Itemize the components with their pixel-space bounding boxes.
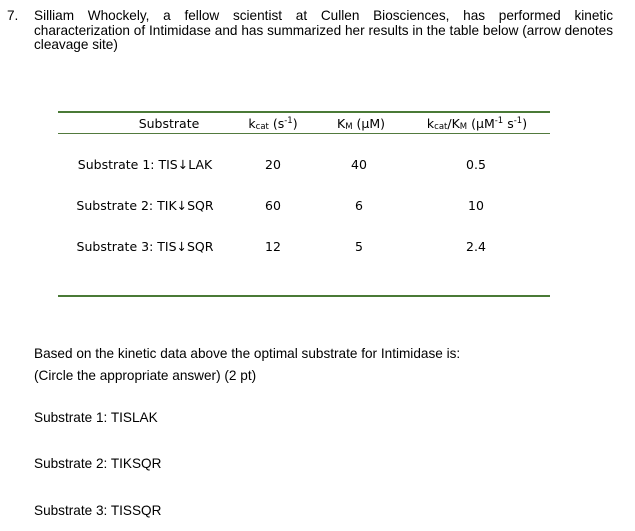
row2-km: 6 <box>355 198 363 213</box>
table-header-rule <box>58 133 550 134</box>
row1-substrate: Substrate 1: TIS↓LAK <box>77 157 213 172</box>
row1-km: 40 <box>351 157 367 172</box>
row1-ratio: 0.5 <box>466 157 486 172</box>
answer-choice-3[interactable]: Substrate 3: TISSQR <box>34 503 162 518</box>
answer-choice-2[interactable]: Substrate 2: TIKSQR <box>34 456 162 471</box>
row3-substrate: Substrate 3: TIS↓SQR <box>76 239 214 254</box>
row2-kcat: 60 <box>265 198 281 213</box>
question-block: 7. Silliam Whockely, a fellow scientist … <box>7 8 613 53</box>
answer-prompt: Based on the kinetic data above the opti… <box>34 343 460 387</box>
table-bottom-rule <box>58 295 550 297</box>
header-kcat: kcat (s-1) <box>248 116 298 132</box>
row3-km: 5 <box>355 239 363 254</box>
row2-substrate: Substrate 2: TIK↓SQR <box>76 198 214 213</box>
answer-choice-1[interactable]: Substrate 1: TISLAK <box>34 410 158 425</box>
row3-ratio: 2.4 <box>466 239 486 254</box>
question-text: Silliam Whockely, a fellow scientist at … <box>34 8 613 52</box>
question-number: 7. <box>7 8 19 23</box>
prompt-line-2: (Circle the appropriate answer) (2 pt) <box>34 368 257 383</box>
header-km: KM (μM) <box>336 116 386 132</box>
prompt-line-1: Based on the kinetic data above the opti… <box>34 346 461 361</box>
table-top-rule <box>58 111 550 113</box>
header-kcat-over-km: kcat/KM (μM-1 s-1) <box>426 116 528 132</box>
row3-kcat: 12 <box>265 239 281 254</box>
row1-kcat: 20 <box>265 157 281 172</box>
row2-ratio: 10 <box>468 198 484 213</box>
header-substrate: Substrate <box>138 116 200 131</box>
